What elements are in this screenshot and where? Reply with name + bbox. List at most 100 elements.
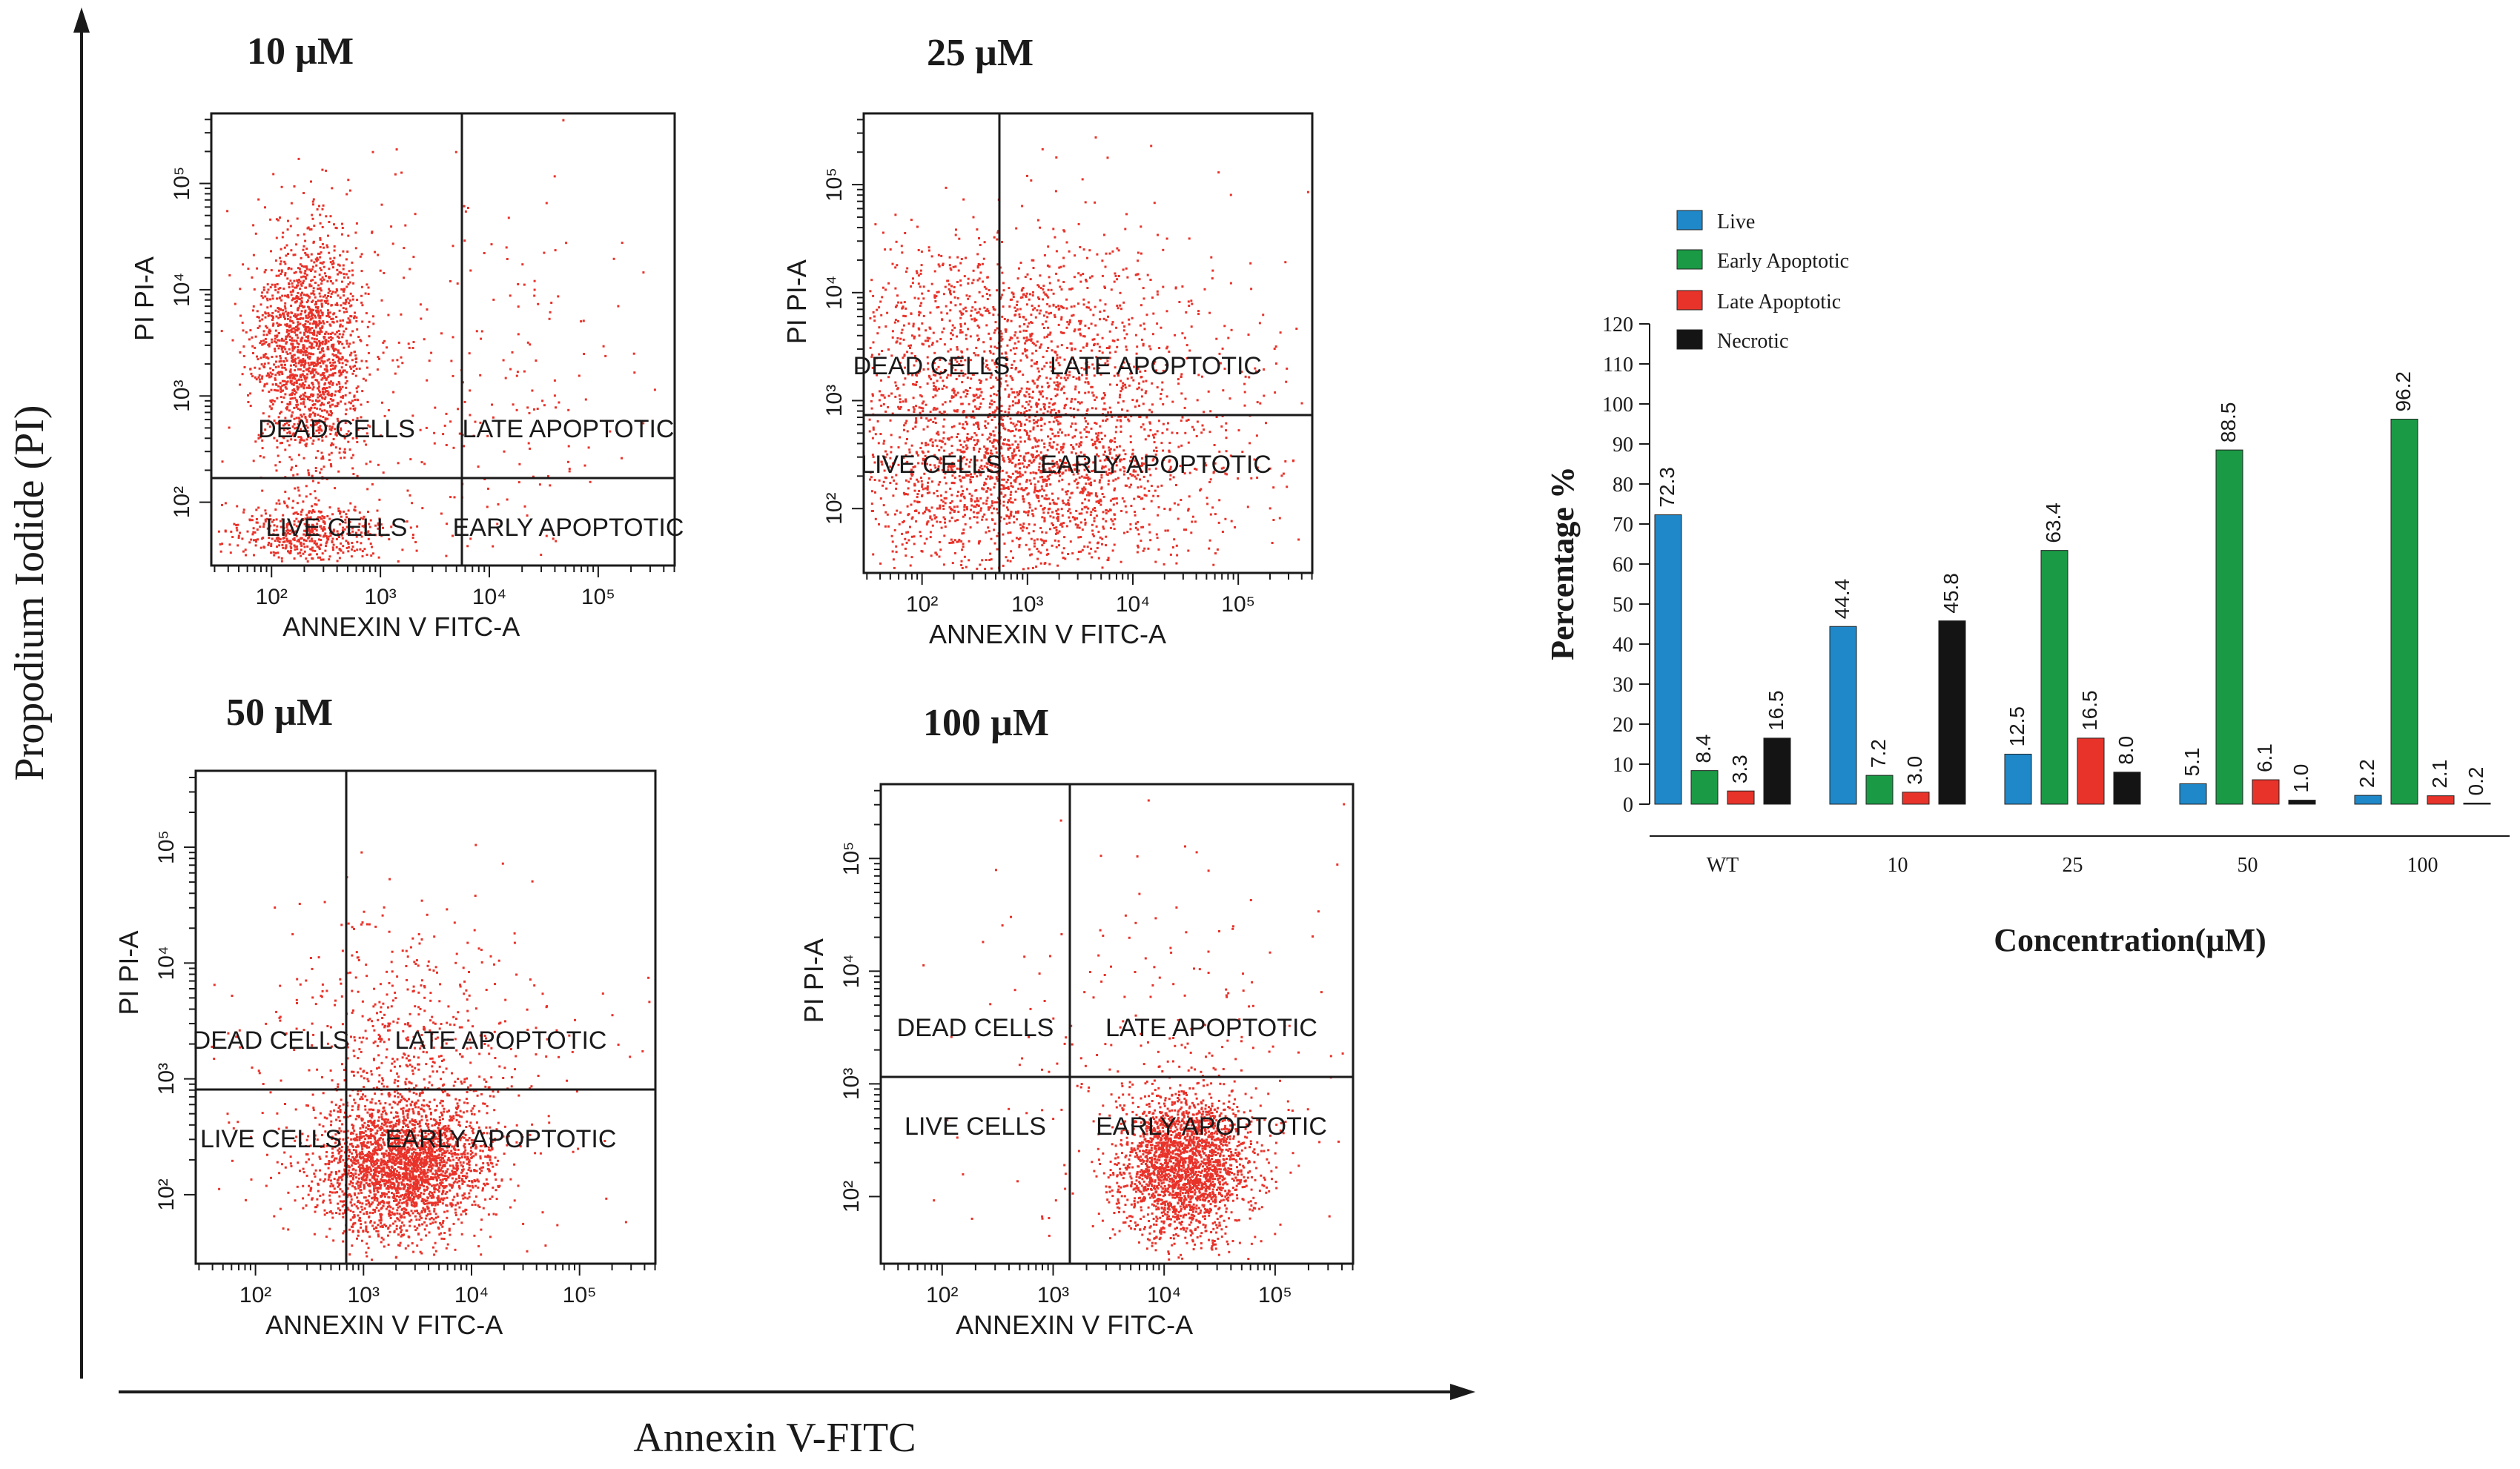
scatter-dot [956,519,959,522]
scatter-dot [973,448,976,451]
scatter-dot [295,243,298,246]
scatter-dot [942,293,945,296]
scatter-dot [284,262,287,265]
scatter-dot [1165,363,1168,366]
scatter-dot [1071,347,1074,350]
scatter-dot [290,268,293,271]
scatter-dot [1162,285,1165,288]
scatter-dot [1023,488,1026,491]
scatter-dot [982,358,985,360]
scatter-dot [336,268,339,271]
scatter-dot [922,297,925,300]
scatter-dot [285,539,288,542]
scatter-dot [986,276,989,279]
scatter-dot [993,400,996,403]
scatter-dot [394,173,397,176]
scatter-dot [942,508,945,511]
scatter-dot [1054,388,1056,391]
scatter-dot [285,323,288,326]
scatter-dot [930,282,933,285]
scatter-dot [324,294,327,297]
scatter-dot [980,465,983,467]
scatter-dot [902,324,905,327]
scatter-dot [440,332,443,335]
scatter-dot [956,448,959,451]
scatter-dot [959,329,962,331]
scatter-dot [973,516,976,519]
scatter-dot [342,531,345,534]
scatter-dot [314,322,317,325]
scatter-dot [338,371,341,374]
scatter-dot [305,354,307,357]
scatter-dot [356,474,359,477]
scatter-dot [329,534,332,537]
scatter-dot [1089,308,1092,311]
scatter-dot [979,313,982,316]
scatter-dot [907,373,910,376]
scatter-dot [1076,526,1079,529]
scatter-dot [1123,470,1126,473]
scatter-dot [1039,287,1042,290]
scatter-dot [1218,450,1221,453]
scatter-dot [1087,478,1090,481]
scatter-dot [284,448,287,451]
scatter-dot [328,555,331,558]
scatter-dot [1057,540,1060,543]
scatter-dot [334,303,337,306]
scatter-dot [553,379,556,382]
scatter-dot [1055,503,1058,505]
scatter-dot [1059,422,1062,425]
scatter-dot [291,392,294,394]
scatter-dot [1105,252,1108,255]
scatter-dot [1055,419,1058,422]
scatter-dot [411,347,414,349]
scatter-dot [282,533,285,536]
scatter-dot [311,200,314,203]
scatter-dot [345,311,348,313]
scatter-dot [1048,469,1051,472]
scatter-dot [968,517,971,520]
scatter-dot [294,487,297,490]
scatter-dot [1036,284,1039,287]
scatter-dot [320,279,323,282]
scatter-dot [1019,467,1021,470]
scatter-dot [458,432,461,435]
scatter-dot [1080,436,1083,439]
scatter-dot [315,503,318,506]
scatter-dot [953,326,956,329]
scatter-dot [317,389,320,392]
scatter-dot [1023,336,1026,339]
scatter-dot [256,310,259,313]
scatter-dot [1127,418,1130,421]
scatter-dot [311,299,314,302]
scatter-dot [242,550,245,553]
scatter-dot [1104,394,1106,397]
scatter-dot [1018,316,1021,319]
scatter-dot [308,364,311,367]
scatter-dot [1191,515,1194,518]
scatter-dot [294,271,297,273]
scatter-dot [411,534,414,536]
scatter-dot [325,545,327,548]
scatter-dot [331,187,334,190]
scatter-dot [305,429,308,432]
scatter-dot [1074,348,1077,351]
scatter-dot [1286,485,1289,488]
scatter-dot [950,337,953,340]
scatter-dot [873,315,876,318]
scatter-dot [1009,560,1012,563]
scatter-dot [1022,465,1025,468]
scatter-dot [1209,410,1212,413]
scatter-dot [292,432,295,435]
scatter-dot [895,341,898,344]
x-axis-title: Annexin V-FITC [633,1415,916,1461]
scatter-dot [1068,516,1071,519]
scatter-dot [332,438,335,440]
scatter-dot [336,320,339,323]
scatter-dot [1122,268,1125,271]
scatter-dot [293,381,296,384]
scatter-dot [1074,388,1077,391]
scatter-dot [1095,525,1098,528]
scatter-dot [322,535,325,538]
scatter-dot [313,406,316,409]
